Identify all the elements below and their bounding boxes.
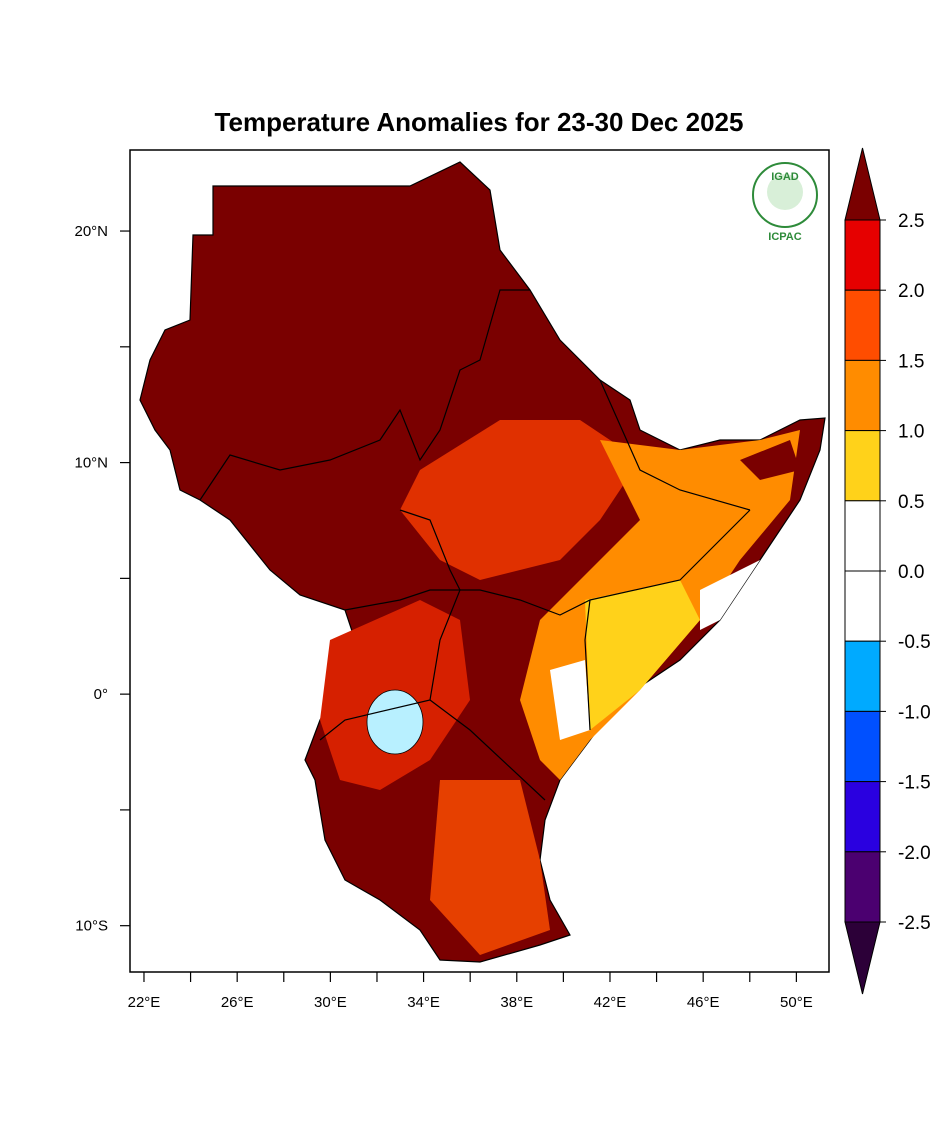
colorbar-label: -2.0 <box>898 843 931 864</box>
colorbar-box <box>844 289 881 361</box>
patch <box>430 780 550 955</box>
y-tick-label: 10°N <box>74 455 108 472</box>
colorbar-box <box>844 219 881 291</box>
y-tick-label: 10°S <box>75 918 108 935</box>
x-tick-label: 34°E <box>407 994 440 1011</box>
patch <box>585 580 700 730</box>
x-tick-label: 22°E <box>128 994 161 1011</box>
colorbar-label: 2.5 <box>898 211 924 232</box>
colorbar-label: 1.5 <box>898 351 924 372</box>
x-tick-label: 30°E <box>314 994 347 1011</box>
map-fill <box>139 161 826 963</box>
border <box>399 509 751 616</box>
lake <box>366 689 424 755</box>
colorbar-box <box>844 710 881 783</box>
colorbar-label: -0.5 <box>898 632 931 653</box>
x-tick-label: 38°E <box>500 994 533 1011</box>
patch <box>550 660 590 740</box>
patch <box>700 560 760 630</box>
colorbar-top-arrow <box>844 147 881 221</box>
x-tick-label: 46°E <box>687 994 720 1011</box>
colorbar-box <box>844 570 881 642</box>
colorbar-box <box>844 781 881 853</box>
x-tick-label: 50°E <box>780 994 813 1011</box>
logo: IGAD ICPAC <box>752 162 818 243</box>
border <box>429 699 546 801</box>
border <box>599 379 751 511</box>
colorbar-label: -1.5 <box>898 773 931 794</box>
colorbar-label: 0.5 <box>898 492 924 513</box>
border <box>319 589 461 741</box>
x-tick-label: 42°E <box>594 994 627 1011</box>
colorbar-box <box>844 851 881 923</box>
y-tick-label: 20°N <box>74 223 108 240</box>
colorbar-box <box>844 640 881 712</box>
y-tick-label: 0° <box>94 686 108 703</box>
logo-bottom: ICPAC <box>768 231 801 243</box>
logo-emblem <box>767 174 803 210</box>
colorbar-label: 0.0 <box>898 562 924 583</box>
border <box>584 599 591 731</box>
colorbar-label: 1.0 <box>898 422 924 443</box>
patch <box>400 420 640 580</box>
logo-top: IGAD <box>771 171 799 183</box>
colorbar-label: 2.0 <box>898 281 924 302</box>
x-tick-label: 26°E <box>221 994 254 1011</box>
colorbar-box <box>844 430 881 502</box>
colorbar-label: -1.0 <box>898 702 931 723</box>
border <box>199 289 530 501</box>
colorbar-bottom-arrow <box>844 921 881 995</box>
colorbar-label: -2.5 <box>898 913 931 934</box>
colorbar-box <box>844 500 881 572</box>
colorbar-box <box>844 359 881 432</box>
patch <box>740 440 800 480</box>
title: Temperature Anomalies for 23-30 Dec 2025 <box>215 107 744 137</box>
